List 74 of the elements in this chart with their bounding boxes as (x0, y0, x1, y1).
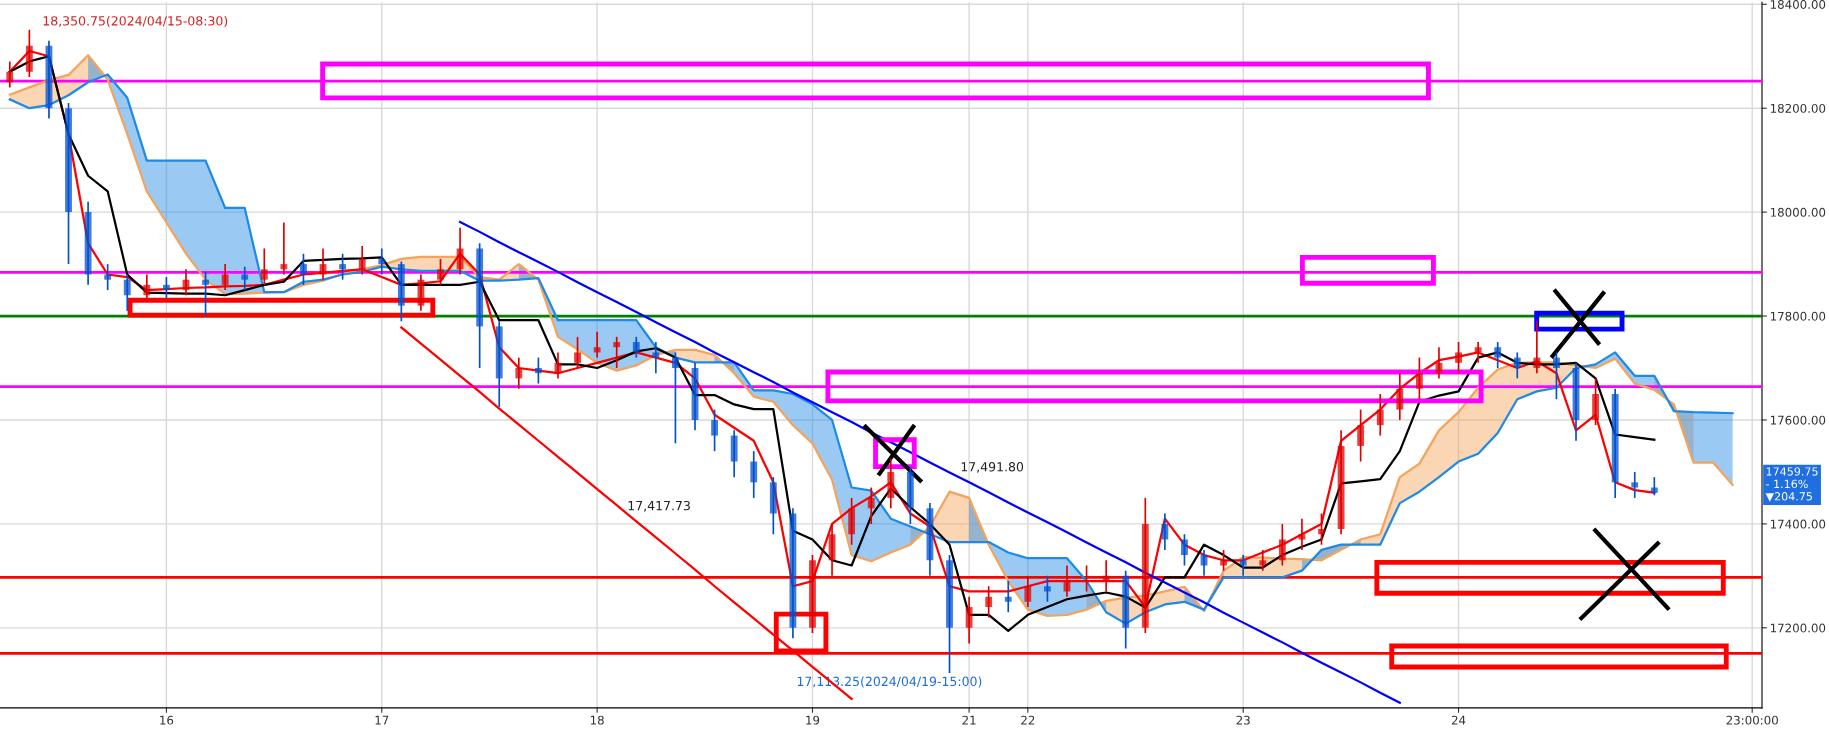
candlestick (985, 585, 993, 619)
candlestick (1220, 549, 1228, 572)
y-tick-label: 17400.00 (1770, 519, 1826, 529)
line-series (458, 220, 1401, 704)
candlestick (1181, 533, 1188, 567)
candlestick (965, 595, 973, 645)
candlestick (280, 221, 288, 276)
x-tick-label: 19 (806, 715, 820, 725)
y-tick-label: 17200.00 (1770, 623, 1826, 633)
candlestick (123, 273, 131, 312)
x-tick-label: 16 (160, 715, 174, 725)
candlestick (867, 486, 875, 525)
candlestick (260, 247, 268, 286)
candlestick (437, 258, 444, 286)
candlestick (672, 351, 679, 445)
candlestick (593, 330, 601, 359)
candlestick (143, 273, 151, 302)
candlestick (1357, 408, 1365, 463)
candlestick (574, 335, 581, 369)
candlestick (1650, 476, 1658, 497)
candlestick (104, 263, 112, 291)
y-tick-label: 18000.00 (1770, 207, 1826, 217)
candlestick (1396, 372, 1404, 421)
candlestick (613, 335, 621, 369)
candlestick (1259, 549, 1267, 572)
y-tick-label: 17800.00 (1770, 311, 1826, 321)
x-tick-label: 18 (590, 715, 604, 725)
candlestick (1494, 341, 1502, 369)
candlestick (515, 356, 523, 390)
annotation: 18,350.75(2024/04/15-08:30) (43, 15, 228, 28)
candlestick (202, 271, 209, 317)
candlestick (1239, 554, 1247, 577)
candlestick (1415, 356, 1423, 401)
candlestick (1102, 559, 1110, 593)
candlestick (378, 247, 386, 276)
candlestick (1161, 512, 1169, 551)
candlestick (1474, 341, 1482, 364)
x-tick-label: 22 (1021, 715, 1035, 725)
candlestick (652, 341, 660, 375)
candlestick (1455, 341, 1462, 375)
candlestick (162, 276, 170, 299)
candlestick (358, 245, 366, 276)
y-tick-label: 18200.00 (1770, 103, 1826, 113)
candlestick (1318, 512, 1325, 546)
x-tick-label: 17 (375, 715, 389, 725)
candlestick (632, 335, 640, 359)
candlestick (1298, 517, 1306, 551)
candlestick (1376, 393, 1384, 437)
candlestick (1553, 351, 1560, 401)
annotation: 17,491.80 (961, 462, 1024, 473)
x-tick-label: 23 (1236, 715, 1250, 725)
candlestick (1513, 351, 1521, 380)
x-tick-label: 21 (962, 715, 976, 725)
y-tick-label: 18400.00 (1770, 0, 1826, 9)
candlestick (221, 263, 229, 291)
x-tick-label: 24 (1451, 715, 1466, 725)
candlestick (241, 265, 249, 291)
candlestick (1533, 320, 1541, 375)
candlestick (456, 226, 464, 276)
annotation: 17,417.73 (628, 500, 690, 512)
candlestick (1631, 471, 1639, 499)
candlestick (1024, 575, 1032, 608)
candlestick (1278, 523, 1286, 567)
candlestick (534, 356, 542, 385)
text: 17459.75 - 1.16% ▼204.75 (1765, 467, 1818, 502)
candlestick (300, 252, 307, 286)
candlestick (1004, 580, 1012, 614)
y-tick-label: 17600.00 (1770, 415, 1826, 425)
candlestick (339, 252, 347, 281)
candlestick (750, 450, 758, 499)
candlestick (1043, 575, 1051, 603)
x-tick-label: 23:00:00 (1726, 715, 1778, 725)
candlestick (711, 408, 719, 452)
candlestick (6, 60, 14, 89)
